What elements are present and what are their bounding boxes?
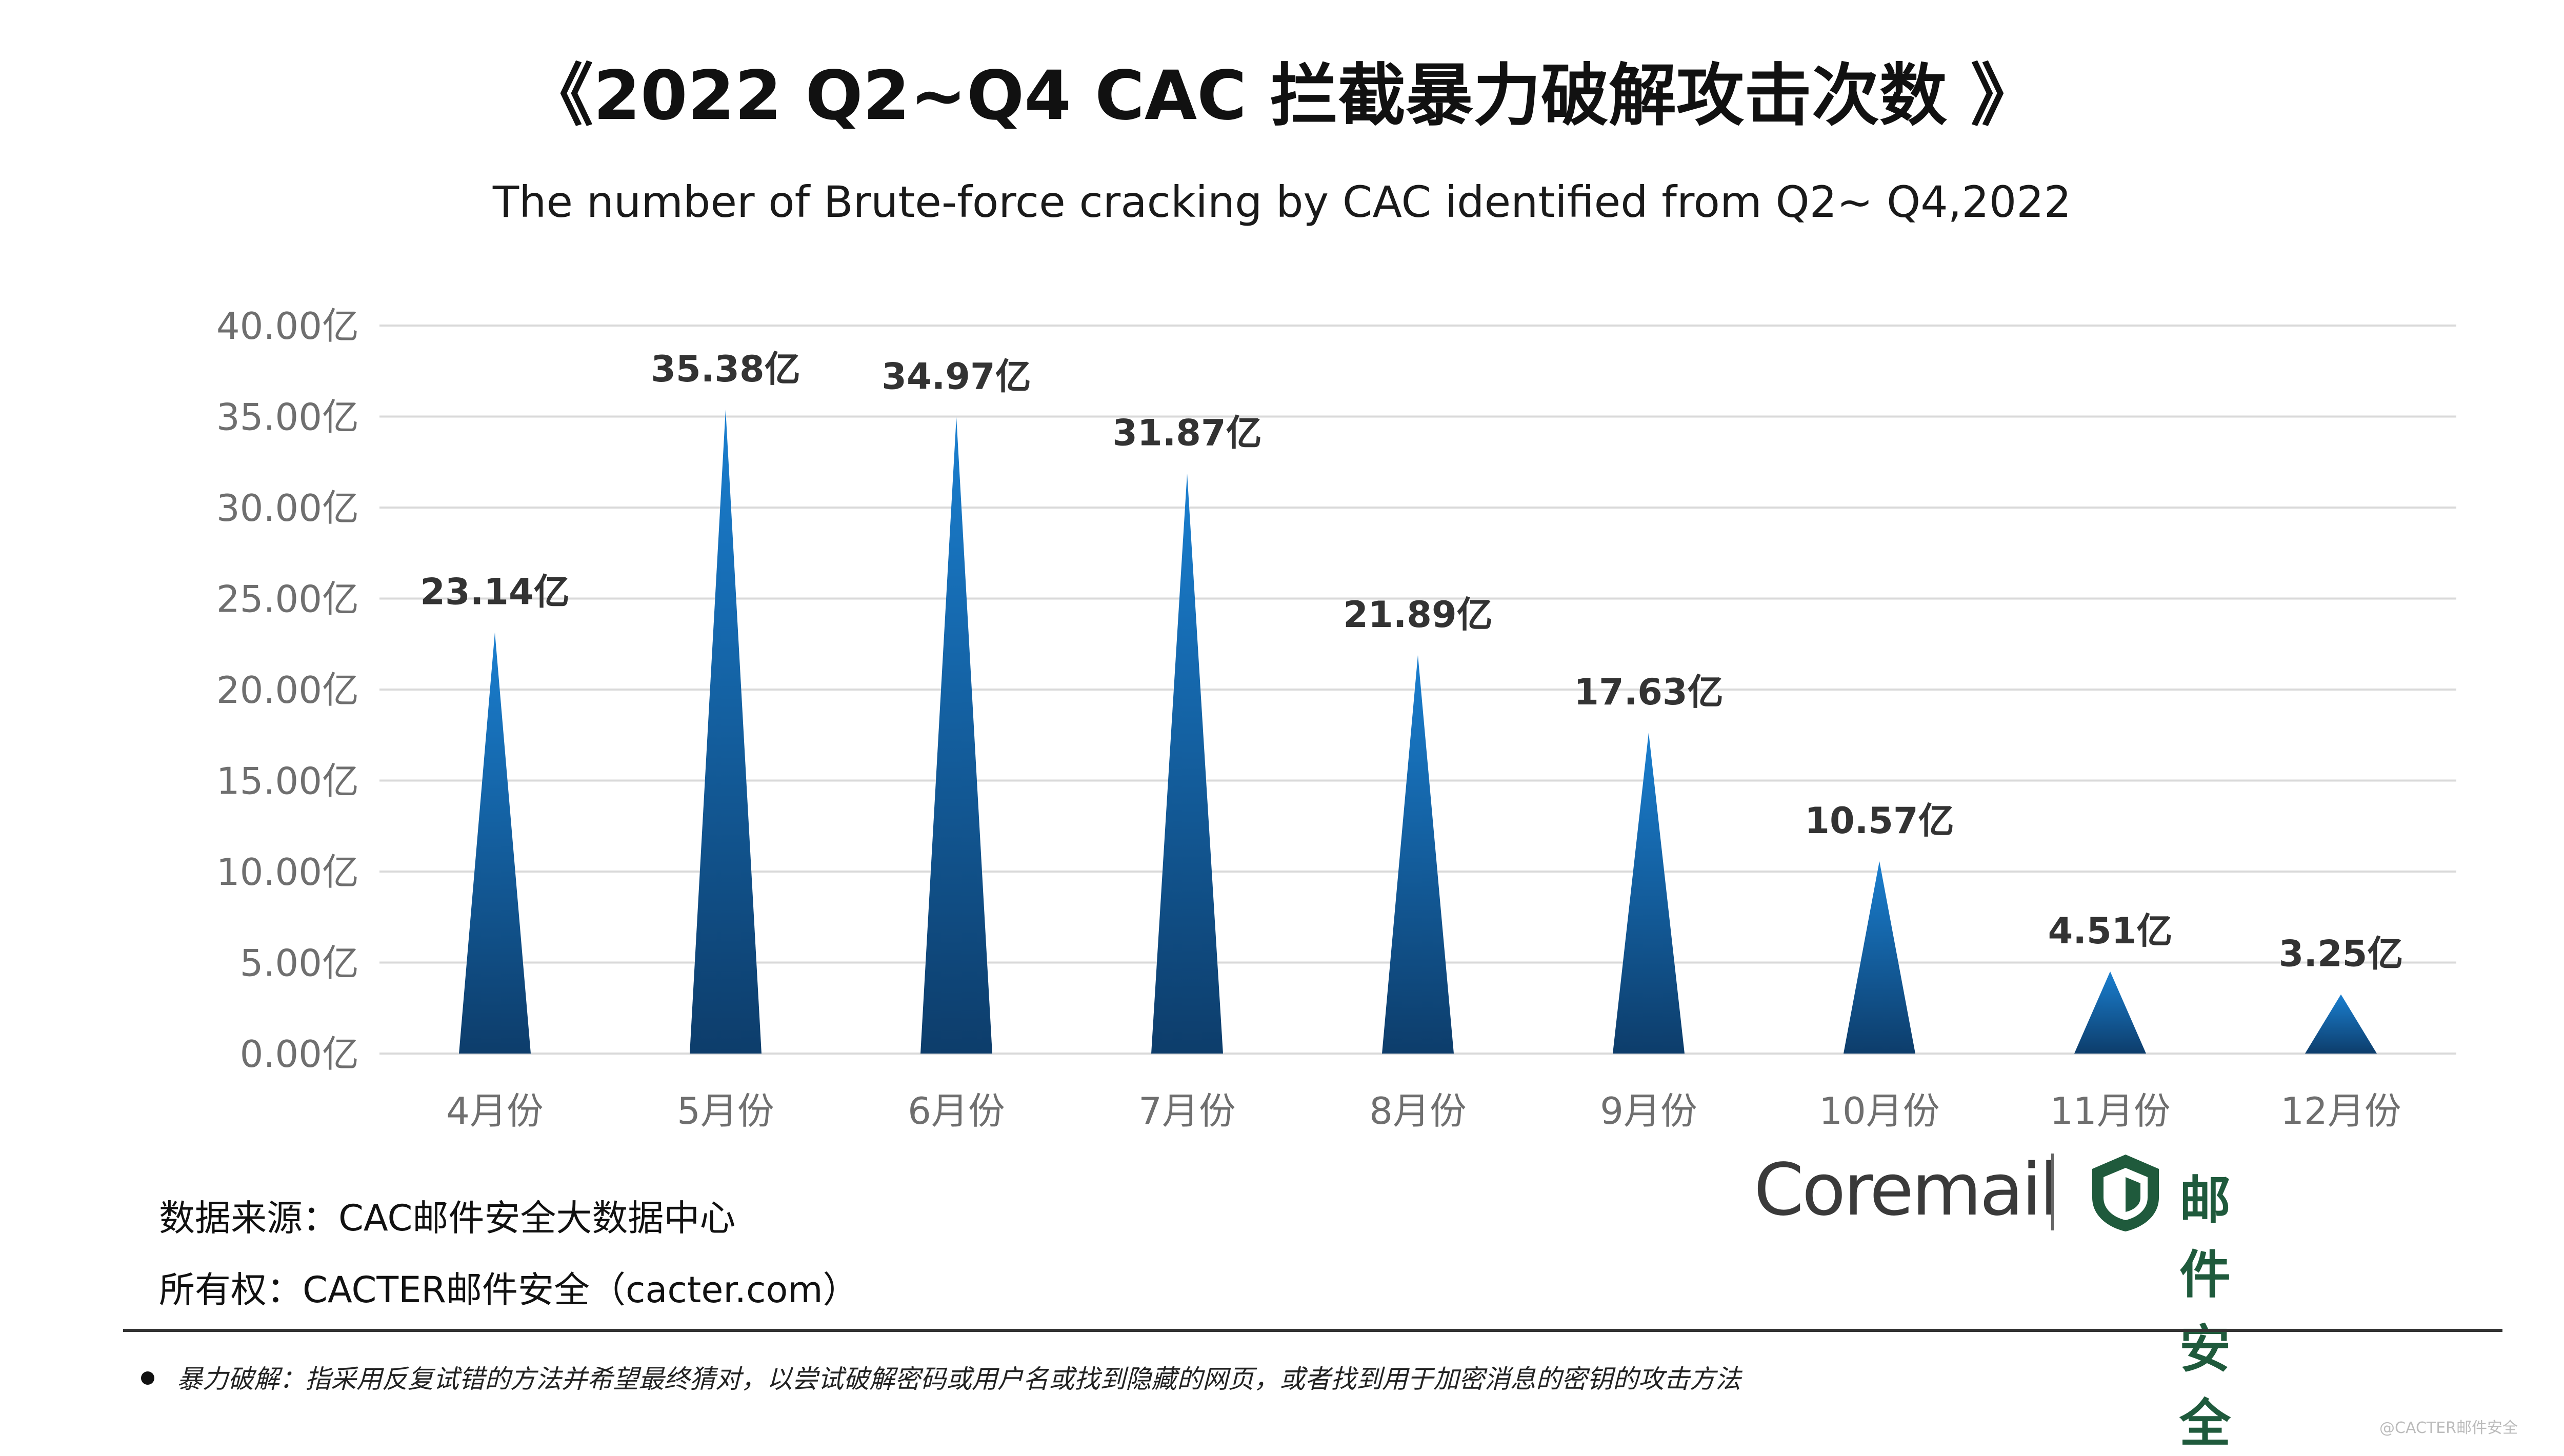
x-tick-label: 12月份 xyxy=(2280,1089,2401,1133)
footnote-text: 暴力破解：指采用反复试错的方法并希望最终猜对，以尝试破解密码或用户名或找到隐藏的… xyxy=(177,1364,1741,1394)
y-tick-label: 10.00亿 xyxy=(216,851,359,894)
bar xyxy=(1382,655,1454,1054)
ownership-text: 所有权：CACTER邮件安全（cacter.com） xyxy=(159,1269,859,1311)
bullet-icon xyxy=(141,1371,154,1385)
x-tick-label: 4月份 xyxy=(446,1089,544,1133)
x-tick-label: 6月份 xyxy=(908,1089,1005,1133)
data-label: 23.14亿 xyxy=(420,571,569,613)
x-tick-label: 7月份 xyxy=(1138,1089,1236,1133)
data-label: 21.89亿 xyxy=(1343,594,1492,636)
x-tick-label: 5月份 xyxy=(677,1089,774,1133)
data-source-text: 数据来源：CAC邮件安全大数据中心 xyxy=(159,1197,736,1239)
mail-security-logo-text: 邮件安全 xyxy=(2179,1170,2231,1453)
page-title: 《2022 Q2~Q4 CAC 拦截暴力破解攻击次数 》 xyxy=(526,56,2038,135)
bar xyxy=(1613,733,1685,1054)
y-axis-ticks: 0.00亿 5.00亿 10.00亿 15.00亿 20.00亿 25.00亿 30.00亿… xyxy=(216,305,359,1076)
data-label: 4.51亿 xyxy=(2048,910,2173,952)
y-tick-label: 15.00亿 xyxy=(216,760,359,803)
data-label: 34.97亿 xyxy=(882,356,1031,398)
y-tick-label: 30.00亿 xyxy=(216,487,359,530)
data-label: 35.38亿 xyxy=(651,348,800,390)
bar xyxy=(2305,994,2377,1054)
bar xyxy=(1151,473,1223,1054)
data-label: 10.57亿 xyxy=(1805,800,1954,842)
y-tick-label: 35.00亿 xyxy=(216,396,359,439)
y-tick-label: 40.00亿 xyxy=(216,305,359,348)
chart-subtitle: The number of Brute-force cracking by CA… xyxy=(492,177,2072,227)
bar xyxy=(2074,971,2146,1054)
x-tick-label: 9月份 xyxy=(1600,1089,1697,1133)
data-label: 17.63亿 xyxy=(1574,671,1723,713)
x-tick-label: 10月份 xyxy=(1819,1089,1940,1133)
shield-icon xyxy=(2087,1151,2164,1236)
data-label: 31.87亿 xyxy=(1112,412,1261,454)
data-labels: 23.14亿 35.38亿 34.97亿 31.87亿 21.89亿 17.63亿 10.5… xyxy=(420,348,2403,975)
y-tick-label: 0.00亿 xyxy=(240,1033,359,1076)
bar xyxy=(690,410,762,1054)
footer-divider xyxy=(123,1329,2502,1332)
y-tick-label: 5.00亿 xyxy=(240,942,359,985)
data-label: 3.25亿 xyxy=(2279,933,2403,975)
x-tick-label: 8月份 xyxy=(1369,1089,1467,1133)
bar xyxy=(920,417,992,1054)
x-axis-ticks: 4月份 5月份 6月份 7月份 8月份 9月份 10月份 11月份 12月份 xyxy=(446,1089,2401,1133)
watermark-text: @CACTER邮件安全 xyxy=(2379,1419,2518,1437)
bar xyxy=(1844,861,1915,1054)
logo-divider xyxy=(2051,1154,2054,1230)
bar xyxy=(459,632,531,1054)
coremail-logo-text: Coremail xyxy=(1754,1148,2059,1232)
y-tick-label: 20.00亿 xyxy=(216,669,359,712)
y-tick-label: 25.00亿 xyxy=(216,578,359,621)
x-tick-label: 11月份 xyxy=(2050,1089,2171,1133)
bars xyxy=(459,410,2377,1054)
